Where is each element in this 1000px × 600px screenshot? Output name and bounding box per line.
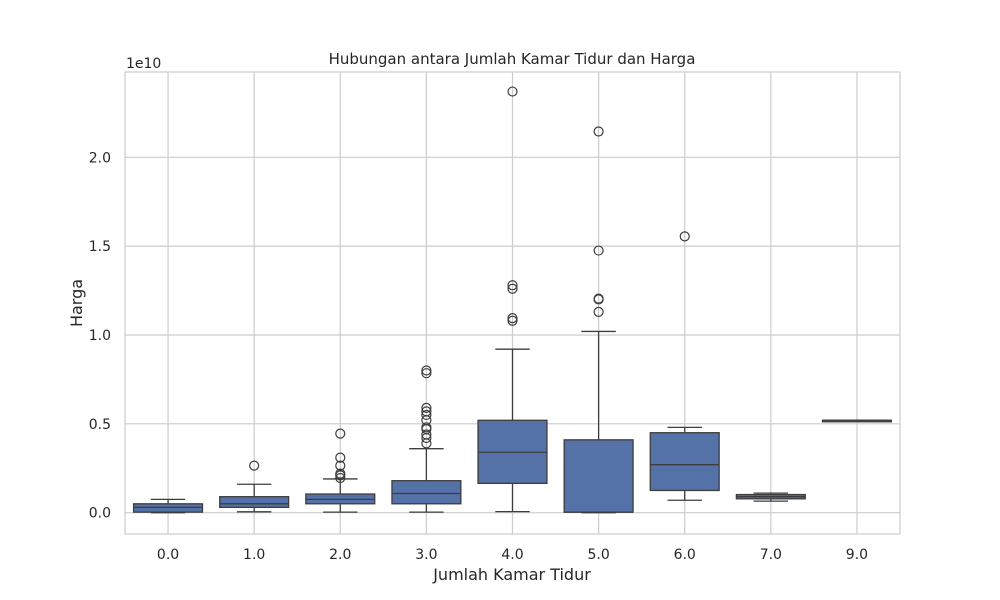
plot-frame [124,71,901,535]
x-tick-label: 2.0 [329,547,351,563]
iqr-box [219,496,290,508]
box-9.0 [821,419,893,423]
iqr-box [563,439,634,513]
outlier-point [421,422,432,433]
outlier-point [593,306,604,317]
outlier-point [335,468,346,479]
box-6.0 [649,231,720,501]
x-tick-label: 1.0 [243,547,265,563]
box-0.0 [132,498,204,514]
outlier-point [421,368,432,379]
y-tick-label: 1.5 [89,239,111,255]
outlier-point [593,126,604,137]
outlier-point [421,402,432,413]
outlier-point [593,293,604,304]
x-tick-label: 3.0 [415,547,437,563]
iqr-box [649,432,720,492]
box-2.0 [305,428,376,513]
y-tick-label: 1.0 [89,328,111,344]
y-offset-label: 1e10 [126,56,161,72]
y-tick-label: 2.0 [89,150,111,166]
outlier-point [335,428,346,439]
outlier-point [421,365,432,376]
outlier-point [507,280,518,291]
outlier-point [421,429,432,440]
y-axis-label: Harga [67,279,86,327]
outlier-point [507,315,518,326]
outlier-point [335,452,346,463]
outlier-point [335,472,346,484]
box-5.0 [563,126,634,514]
tick-labels: 0.0 0.5 1.0 1.5 2.0 0.0 1.0 2.0 3.0 4.0 5.0 6.0 7.0 9… [89,150,868,563]
x-axis-label: Jumlah Kamar Tidur [432,565,591,584]
outlier-point [335,460,346,471]
box-4.0 [477,86,548,513]
outlier-point [421,406,432,417]
x-tick-label: 5.0 [587,547,609,563]
iqr-box [391,480,462,505]
x-tick-label: 9.0 [846,547,868,563]
x-tick-label: 0.0 [157,547,179,563]
outlier-point [679,231,690,242]
outlier-point [249,460,260,471]
chart-title: Hubungan antara Jumlah Kamar Tidur dan H… [329,50,696,68]
boxes-group [132,86,893,514]
box-3.0 [391,365,462,513]
x-tick-label: 7.0 [760,547,782,563]
y-tick-label: 0.0 [89,506,111,522]
box-7.0 [735,492,806,502]
box-1.0 [219,460,290,513]
outlier-point [507,86,518,97]
y-tick-label: 0.5 [89,417,111,433]
outlier-point [593,245,604,256]
outlier-point [507,283,518,294]
outlier-point [507,313,518,324]
x-tick-label: 6.0 [674,547,696,563]
outlier-point [421,409,432,421]
x-tick-label: 4.0 [501,547,523,563]
